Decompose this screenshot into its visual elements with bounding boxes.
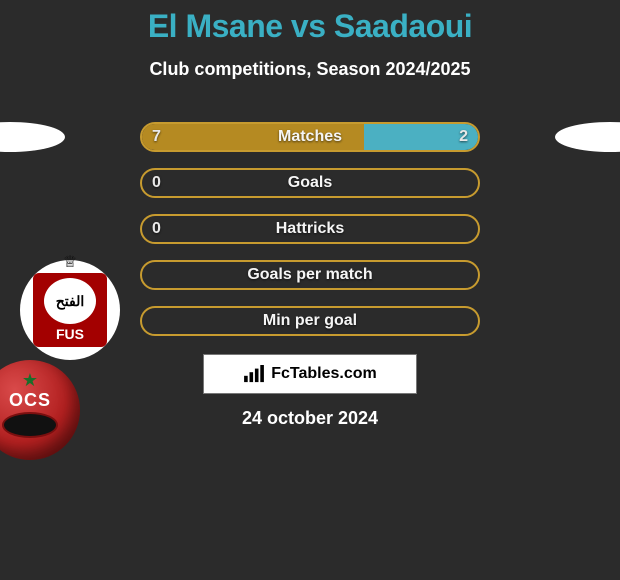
footer-date: 24 october 2024: [0, 408, 620, 429]
stat-metric-label: Min per goal: [142, 308, 478, 334]
stat-row: 0Hattricks: [140, 214, 480, 244]
decor-ellipse-left: [0, 122, 65, 152]
bar-chart-icon: [243, 365, 265, 383]
page-title: El Msane vs Saadaoui: [0, 0, 620, 45]
stat-metric-label: Goals: [142, 170, 478, 196]
stats-panel: 72Matches 0Goals 0Hattricks Goals per match…: [140, 122, 480, 352]
stat-row: 72Matches: [140, 122, 480, 152]
root-container: El Msane vs Saadaoui Club competitions, …: [0, 0, 620, 580]
brand-label: FcTables.com: [271, 365, 377, 383]
page-subtitle: Club competitions, Season 2024/2025: [0, 59, 620, 80]
stat-metric-label: Matches: [142, 124, 478, 150]
star-icon: ★: [22, 370, 38, 391]
decor-ellipse-right: [555, 122, 620, 152]
club-logo-left: ♕ الفتح FUS: [20, 260, 120, 360]
stat-metric-label: Hattricks: [142, 216, 478, 242]
club-abbr-left: FUS: [56, 326, 84, 342]
shield-icon: الفتح FUS: [33, 273, 107, 347]
stat-metric-label: Goals per match: [142, 262, 478, 288]
stat-row: Min per goal: [140, 306, 480, 336]
crown-icon: ♕: [63, 252, 77, 272]
brand-banner: FcTables.com: [203, 354, 417, 394]
stat-row: 0Goals: [140, 168, 480, 198]
stat-row: Goals per match: [140, 260, 480, 290]
crest-inner-circle: الفتح: [44, 278, 96, 324]
